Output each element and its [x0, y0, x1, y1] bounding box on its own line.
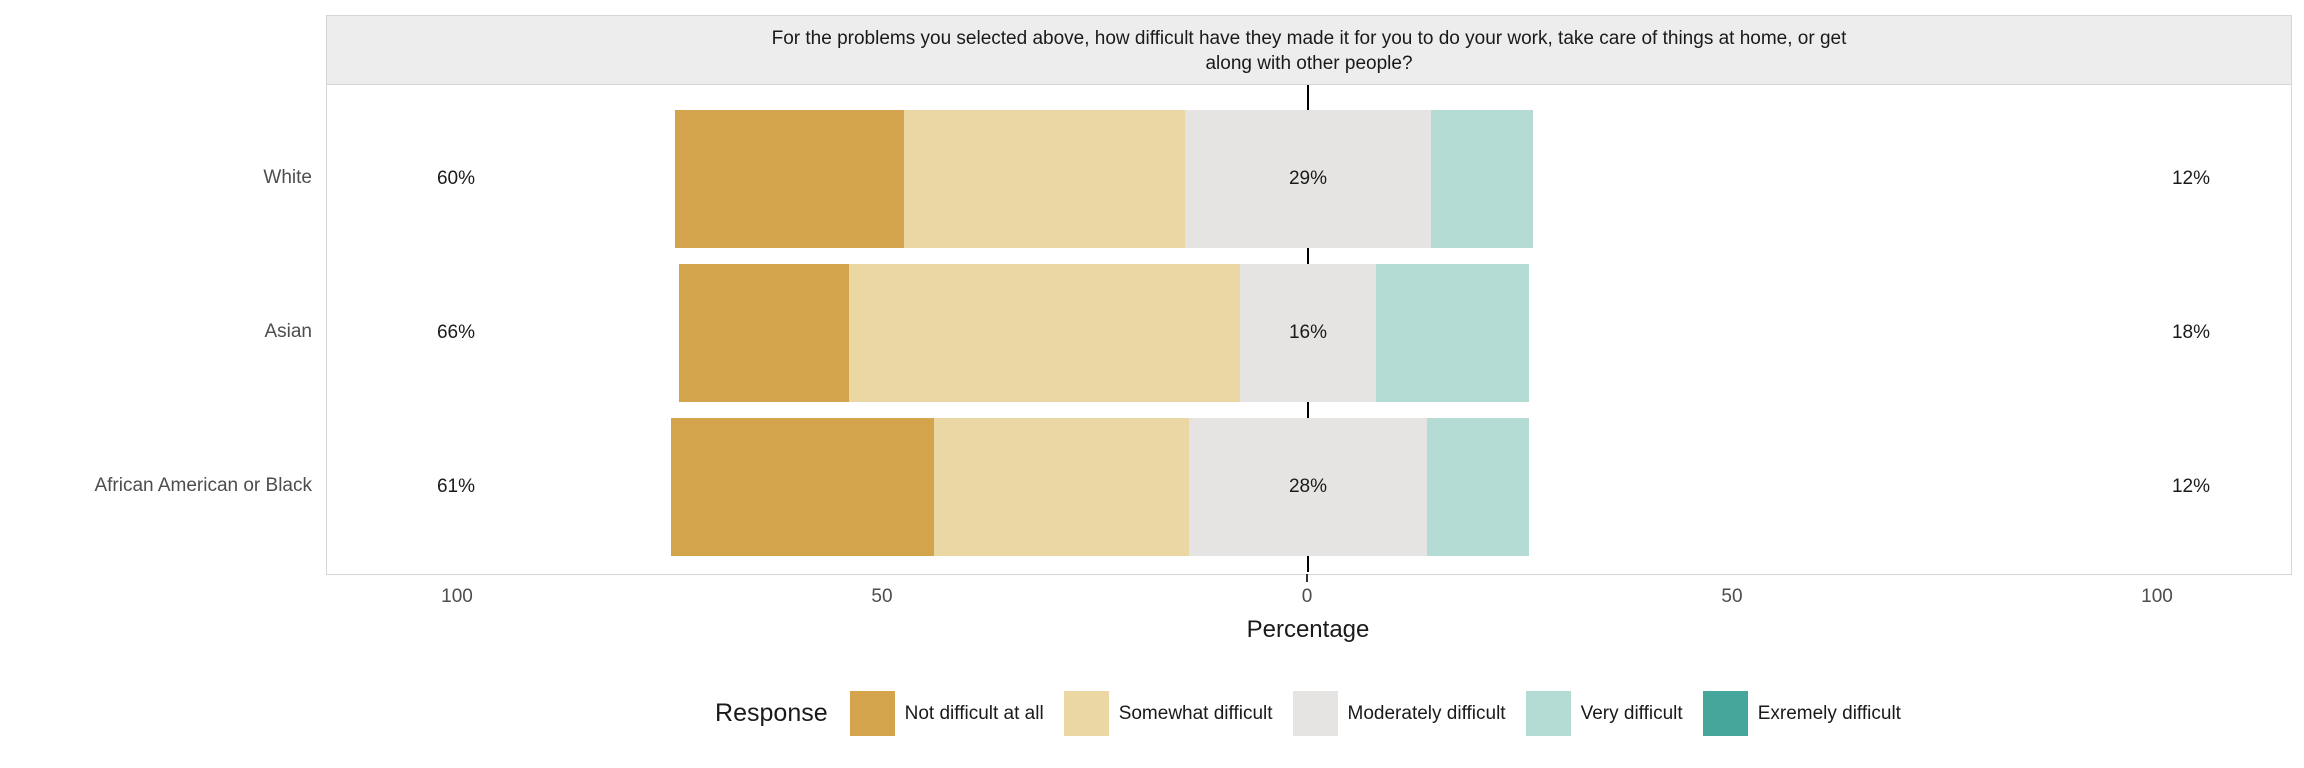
right-percent-label: 18%	[2171, 322, 2211, 343]
bar-segment	[1189, 418, 1427, 556]
mid-percent-label: 29%	[1288, 168, 1328, 189]
legend-item-label: Moderately difficult	[1347, 702, 1506, 724]
legend-swatch	[849, 691, 895, 736]
bar-segment	[1427, 418, 1529, 556]
left-percent-label: 61%	[436, 476, 476, 497]
bar-segment	[1376, 264, 1529, 402]
chart-title-strip: For the problems you selected above, how…	[326, 15, 2292, 86]
x-axis-zero-tick	[1306, 574, 1308, 582]
x-axis-tick-label: 50	[871, 586, 893, 607]
x-axis-tick-label: 100	[441, 586, 473, 607]
legend-swatch	[1063, 691, 1109, 736]
bar-segment	[674, 110, 905, 248]
y-axis-label: White	[263, 167, 312, 188]
left-percent-label: 66%	[436, 322, 476, 343]
legend-item-label: Not difficult at all	[904, 702, 1044, 724]
legend-swatch	[1292, 691, 1338, 736]
legend-item-label: Somewhat difficult	[1118, 702, 1273, 724]
x-axis-tick-label: 50	[1721, 586, 1743, 607]
bar-segment	[1184, 110, 1432, 248]
bar-segment	[670, 418, 934, 556]
bar-segment	[904, 110, 1185, 248]
right-percent-label: 12%	[2171, 168, 2211, 189]
bar-segment	[1431, 110, 1534, 248]
right-percent-label: 12%	[2171, 476, 2211, 497]
legend-swatch	[1702, 691, 1748, 736]
bar-segment	[679, 264, 849, 402]
plot-panel: 60% 29% 12% 66% 16% 18% 61% 28% 12%	[326, 84, 2292, 575]
legend-item-label: Exremely difficult	[1757, 702, 1901, 724]
mid-percent-label: 28%	[1288, 476, 1328, 497]
left-percent-label: 60%	[436, 168, 476, 189]
legend-item-label: Very difficult	[1580, 702, 1683, 724]
x-axis-title: Percentage	[1246, 616, 1370, 643]
legend-item: Moderately difficult	[1292, 691, 1506, 736]
legend-item: Not difficult at all	[849, 691, 1044, 736]
bar-segment	[1240, 264, 1376, 402]
legend-title: Response	[715, 699, 828, 727]
y-axis-label: African American or Black	[94, 475, 312, 496]
bar-segment	[849, 264, 1240, 402]
legend: Response Not difficult at all Somewhat di…	[326, 691, 2290, 736]
bar-segment	[934, 418, 1189, 556]
mid-percent-label: 16%	[1288, 322, 1328, 343]
chart-title: For the problems you selected above, how…	[771, 27, 1847, 74]
x-axis-tick-label: 0	[1301, 586, 1313, 607]
legend-swatch	[1525, 691, 1571, 736]
x-axis-tick-label: 100	[2141, 586, 2173, 607]
legend-item: Very difficult	[1525, 691, 1683, 736]
legend-item: Exremely difficult	[1702, 691, 1901, 736]
y-axis-label: Asian	[264, 321, 312, 342]
legend-item: Somewhat difficult	[1063, 691, 1273, 736]
